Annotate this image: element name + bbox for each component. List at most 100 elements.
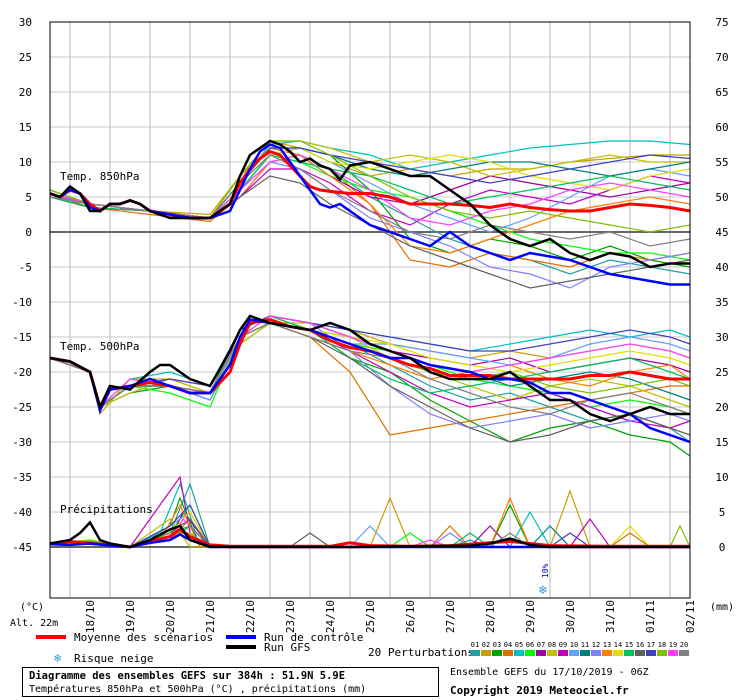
perturbation-swatch (679, 650, 689, 656)
x-tick-labels: 18/10 19/10 20/10 21/10 22/10 23/10 24/10 25/10… (84, 600, 697, 633)
x-tick-label: 27/10 (444, 600, 457, 633)
right-tick-label: 15 (715, 436, 728, 449)
legend-snow-label: Risque neige (74, 652, 153, 665)
right-tick-label: 40 (715, 261, 728, 274)
perturbation-swatch (525, 650, 535, 656)
x-tick-label: 26/10 (404, 600, 417, 633)
perturbation-id-label: 18 (658, 641, 666, 649)
perturbation-id-label: 15 (625, 641, 633, 649)
gfs-line-850 (49, 139, 690, 269)
perturbation-swatch (481, 650, 491, 656)
x-tick-label: 30/10 (564, 600, 577, 633)
altitude-label: Alt. 22m (10, 618, 58, 629)
perturbation-id-label: 09 (559, 641, 567, 649)
left-tick-label: 5 (25, 191, 32, 204)
left-tick-label: 25 (19, 51, 32, 64)
right-tick-label: 30 (715, 331, 728, 344)
perturbation-id-label: 14 (614, 641, 622, 649)
plot-frame (49, 21, 691, 599)
right-tick-label: 75 (715, 16, 728, 29)
perturbation-precip-08 (49, 518, 690, 548)
x-tick-label: 18/10 (84, 600, 97, 633)
x-tick-label: 31/10 (604, 600, 617, 633)
legend-mean-label: Moyenne des scénarios (74, 631, 213, 644)
perturbation-id-label: 11 (581, 641, 589, 649)
perturbation-swatch (547, 650, 557, 656)
right-tick-label: 5 (719, 506, 726, 519)
perturbation-id-label: 01 (471, 641, 479, 649)
perturbation-id-label: 20 (680, 641, 688, 649)
perturbation-swatch (646, 650, 656, 656)
perturbation-id-label: 12 (592, 641, 600, 649)
x-tick-label: 21/10 (204, 600, 217, 633)
perturbation-swatch (635, 650, 645, 656)
panel-label-precip: Précipitations (60, 503, 153, 516)
perturbation-swatch (613, 650, 623, 656)
x-tick-label: 25/10 (364, 600, 377, 633)
chart-title: Diagramme des ensembles GEFS sur 384h : … (29, 670, 346, 682)
right-tick-label: 20 (715, 401, 728, 414)
right-tick-label: 35 (715, 296, 728, 309)
right-tick-label: 50 (715, 191, 728, 204)
x-tick-label: 01/11 (644, 600, 657, 633)
perturbation-id-label: 07 (537, 641, 545, 649)
left-tick-label: -15 (12, 331, 32, 344)
left-tick-label: 15 (19, 121, 32, 134)
perturbation-swatch (503, 650, 513, 656)
zero-lines (50, 231, 690, 548)
left-tick-label: -5 (19, 261, 32, 274)
perturbation-id-label: 08 (548, 641, 556, 649)
chart-subtitle: Températures 850hPa et 500hPa (°C) , pré… (29, 684, 367, 695)
snowflake-legend-icon: ❄ (54, 651, 61, 665)
left-tick-label: 0 (25, 226, 32, 239)
perturbation-id-label: 17 (647, 641, 655, 649)
left-tick-label: -35 (12, 471, 32, 484)
left-axis-ticks: 30 25 20 15 10 5 0 -5 -10 -15 -20 -25 -30 -35 -40 -45 (12, 16, 32, 554)
perturbation-id-label: 05 (515, 641, 523, 649)
left-tick-label: -10 (12, 296, 32, 309)
snow-risk-marker: 10% ❄ (538, 563, 550, 598)
perturbation-swatch (492, 650, 502, 656)
x-tick-label: 19/10 (124, 600, 137, 633)
x-tick-label: 22/10 (244, 600, 257, 633)
gfs-line-precip (49, 520, 690, 549)
legend-control-label: Run de contrôle (264, 631, 363, 644)
snowflake-icon: ❄ (538, 583, 547, 598)
x-tick-label: 02/11 (684, 600, 697, 633)
right-tick-label: 25 (715, 366, 728, 379)
perturbation-swatch (602, 650, 612, 656)
right-unit-label: (mm) (710, 602, 734, 613)
copyright: Copyright 2019 Meteociel.fr (450, 684, 629, 697)
x-tick-label: 29/10 (524, 600, 537, 633)
perturbation-id-label: 10 (570, 641, 578, 649)
perturbation-id-label: 06 (526, 641, 534, 649)
perturbation-id-label: 19 (669, 641, 677, 649)
perturbation-id-label: 02 (482, 641, 490, 649)
perturbation-swatch (668, 650, 678, 656)
left-tick-label: -45 (12, 541, 32, 554)
legend-perturbations-label: 20 Perturbations (368, 646, 474, 659)
x-tick-label: 28/10 (484, 600, 497, 633)
perturbation-swatch (569, 650, 579, 656)
left-tick-label: 10 (19, 156, 32, 169)
perturbation-id-label: 16 (636, 641, 644, 649)
left-tick-label: 20 (19, 86, 32, 99)
legend-gfs-label: Run GFS (264, 641, 310, 654)
perturbation-swatch (470, 650, 480, 656)
perturbation-swatch (558, 650, 568, 656)
control-line-500 (49, 318, 691, 444)
perturbation-swatch (624, 650, 634, 656)
mean-line-500 (49, 317, 690, 411)
perturbation-swatch (591, 650, 601, 656)
right-tick-label: 60 (715, 121, 728, 134)
perturbation-swatches: 01 02 03 04 05 06 07 08 09 10 11 12 13 14 15 16 17 18 19 20 (470, 641, 689, 656)
gfs-lines (49, 139, 690, 549)
perturbation-850-13 (49, 147, 691, 254)
left-tick-label: 30 (19, 16, 32, 29)
gfs-line-500 (49, 314, 690, 423)
left-tick-label: -40 (12, 506, 32, 519)
run-info: Ensemble GEFS du 17/10/2019 - 06Z (450, 667, 649, 678)
right-tick-label: 10 (715, 471, 728, 484)
